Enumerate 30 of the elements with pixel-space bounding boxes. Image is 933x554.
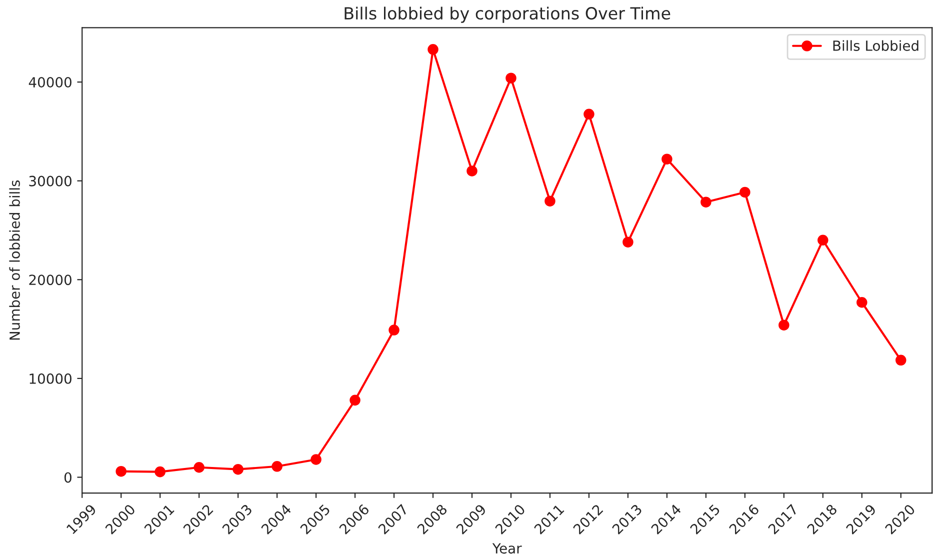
point	[466, 166, 478, 176]
point	[350, 394, 360, 406]
point	[700, 196, 712, 208]
y-tick-label: 30000	[29, 176, 72, 186]
chart-title: Bills lobbied by corporations Over Time	[344, 6, 670, 23]
y-tick-label: 0	[64, 472, 72, 483]
point	[154, 466, 166, 478]
point	[272, 461, 282, 472]
x-axis-title: Year	[492, 543, 522, 554]
point	[856, 296, 868, 308]
point	[116, 466, 126, 477]
point	[388, 324, 400, 336]
point	[818, 234, 828, 246]
point	[740, 186, 750, 198]
point	[428, 44, 438, 55]
point	[662, 154, 672, 164]
y-tick-label: 40000	[28, 77, 72, 88]
point	[622, 236, 634, 248]
point	[310, 454, 322, 465]
y-tick-label: 10000	[30, 373, 72, 384]
point	[584, 108, 594, 120]
y-axis-title: Number of lobbied bills	[9, 180, 20, 340]
point	[895, 354, 906, 366]
point	[232, 464, 244, 475]
point	[778, 320, 790, 330]
y-tick-label: 20000	[29, 274, 72, 286]
point	[506, 72, 516, 84]
point	[544, 196, 556, 206]
legend-label: Bills Lobbied	[833, 40, 918, 51]
point	[194, 462, 204, 473]
